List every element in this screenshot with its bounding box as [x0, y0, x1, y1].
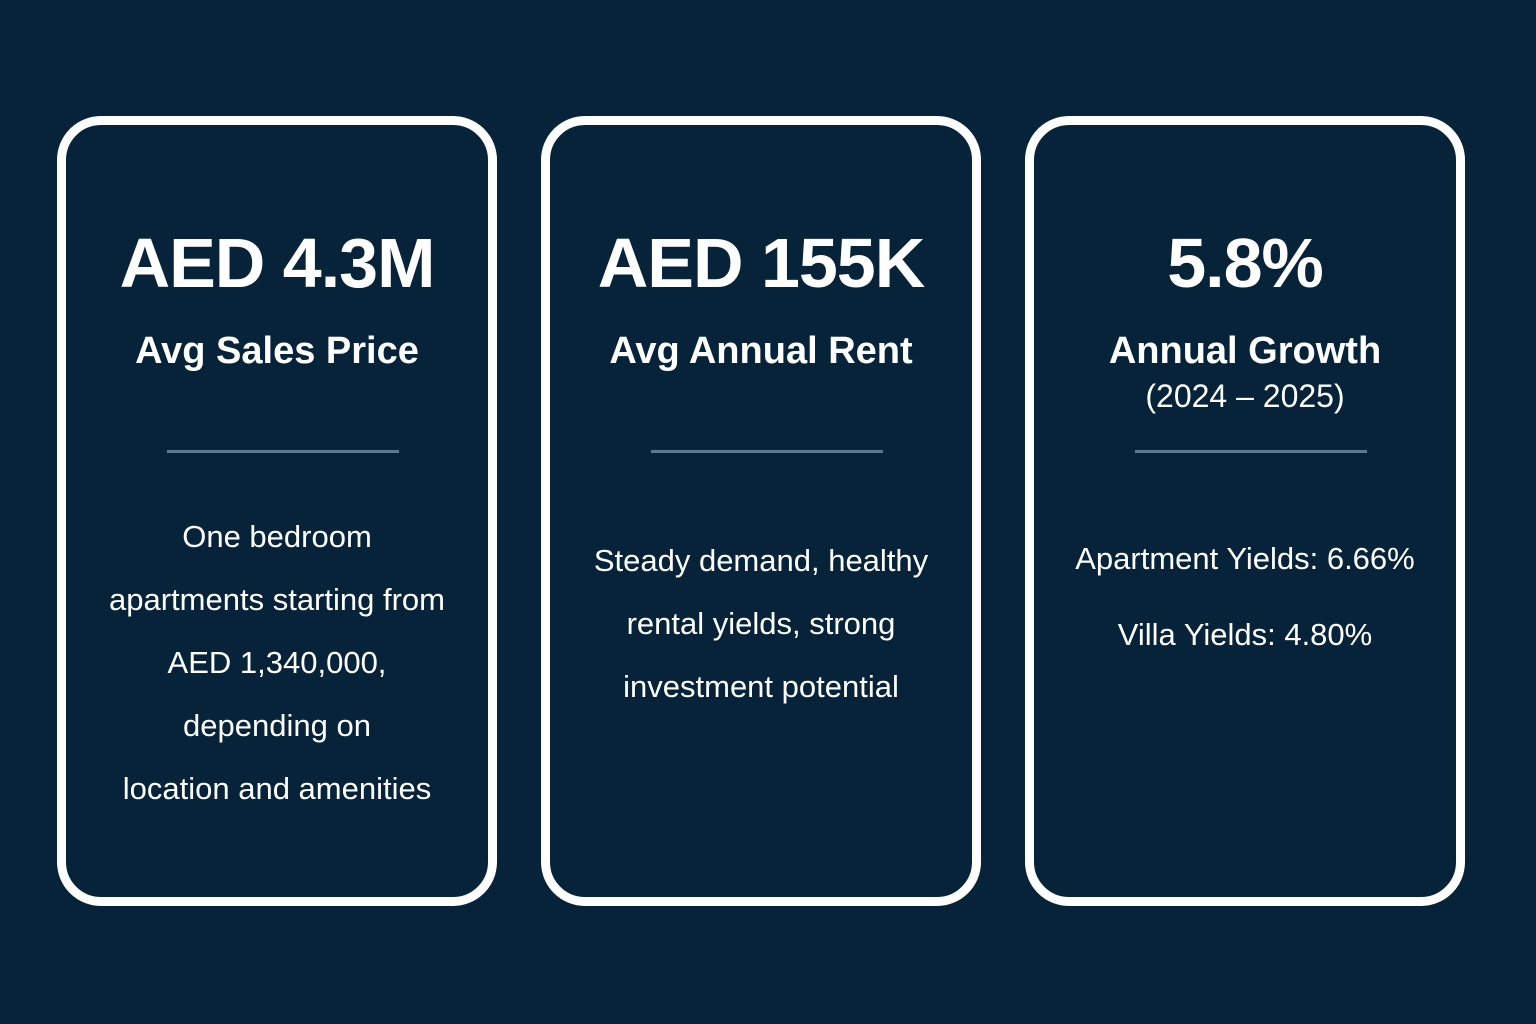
description-line: depending on	[183, 708, 371, 743]
divider	[651, 450, 883, 453]
description-line: One bedroom	[182, 519, 372, 554]
sales-price-label: Avg Sales Price	[135, 330, 419, 372]
description-line: AED 1,340,000,	[167, 645, 387, 680]
villa-yields: Villa Yields: 4.80%	[1117, 617, 1373, 652]
apartment-yields: Apartment Yields: 6.66%	[1075, 541, 1415, 576]
annual-rent-card: AED 155K Avg Annual Rent Steady demand, …	[541, 116, 981, 906]
description-line: rental yields, strong	[626, 606, 896, 641]
description-line: apartments starting from	[109, 582, 445, 617]
annual-rent-value: AED 155K	[597, 224, 926, 302]
sales-price-value: AED 4.3M	[119, 224, 436, 302]
description-line: investment potential	[623, 669, 899, 704]
annual-rent-description: Steady demand, healthy rental yields, st…	[570, 529, 952, 718]
sales-price-card: AED 4.3M Avg Sales Price One bedroom apa…	[57, 116, 497, 906]
annual-rent-label: Avg Annual Rent	[609, 330, 913, 372]
description-line: location and amenities	[122, 771, 432, 806]
annual-growth-value: 5.8%	[1167, 224, 1324, 302]
divider	[1135, 450, 1367, 453]
annual-growth-period: (2024 – 2025)	[1145, 378, 1345, 414]
annual-growth-label: Annual Growth	[1108, 330, 1382, 372]
sales-price-description: One bedroom apartments starting from AED…	[86, 505, 468, 820]
annual-growth-card: 5.8% Annual Growth (2024 – 2025) Apartme…	[1025, 116, 1465, 906]
divider	[167, 450, 399, 453]
description-line: Steady demand, healthy	[593, 543, 929, 578]
